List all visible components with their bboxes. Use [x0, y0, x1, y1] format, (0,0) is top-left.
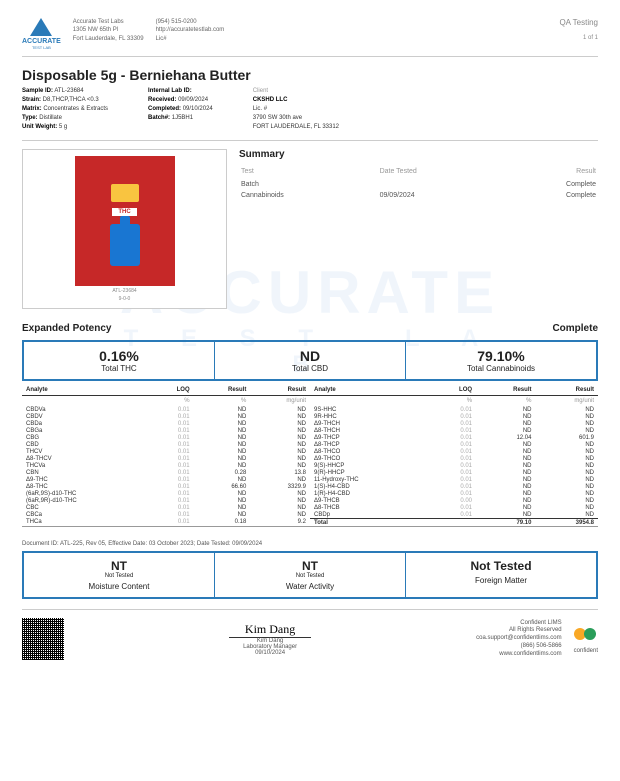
signature-block: Kim Dang Kim Dang Laboratory Manager 09/… [76, 622, 464, 656]
signature: Kim Dang [229, 622, 311, 638]
company-phone: (954) 515-0200 [156, 18, 225, 26]
product-cart [110, 224, 140, 266]
conf-l3: coa.support@confidentlims.com [476, 635, 561, 643]
conf-l5: www.confidentlims.com [476, 651, 561, 659]
section-status: Complete [552, 323, 598, 334]
report-title: Disposable 5g - Berniehana Butter [22, 67, 598, 83]
company-lic: Lic# [156, 35, 225, 43]
company-addr2: Fort Lauderdale, FL 33309 [73, 35, 144, 43]
product-image: THC [75, 156, 175, 286]
analyte-table-right: AnalyteLOQResultResult%%mg/unit9S-HHC0.0… [310, 385, 598, 526]
product-photo: THC ATL-23684 9-0-0 [22, 149, 227, 309]
logo-icon [30, 18, 52, 36]
meta-block: Sample ID: ATL-23684Strain: D8,THCP,THCA… [22, 87, 598, 141]
photo-caption1: ATL-23684 [112, 288, 136, 294]
confident-logo-block: confident [574, 624, 598, 654]
conf-l1: Confident LIMS [476, 620, 561, 628]
photo-caption2: 9-0-0 [119, 296, 131, 302]
confident-logo-icon [574, 624, 598, 648]
not-tested-row: NTNot TestedMoisture ContentNTNot Tested… [22, 551, 598, 599]
conf-l4: (866) 506-5866 [476, 643, 561, 651]
confident-brand: confident [574, 648, 598, 654]
meta-col-3: ClientCKSHD LLCLic. #3790 SW 30th aveFOR… [253, 87, 339, 132]
company-name: Accurate Test Labs [73, 18, 144, 26]
section-head: Expanded Potency Complete [22, 323, 598, 334]
qa-label: QA Testing [559, 18, 598, 27]
totals-row: 0.16%Total THCNDTotal CBD79.10%Total Can… [22, 340, 598, 381]
meta-col-2: Internal Lab ID: Received: 09/09/2024Com… [148, 87, 213, 132]
sig-date: 09/10/2024 [76, 650, 464, 656]
page-count: 1 of 1 [559, 35, 598, 41]
company-addr: Accurate Test Labs 1305 NW 65th Pl Fort … [73, 18, 144, 43]
company-contact: (954) 515-0200 http://accuratetestlab.co… [156, 18, 225, 43]
confident-block: Confident LIMS All Rights Reserved coa.s… [476, 620, 561, 659]
product-top [111, 184, 139, 202]
summary-title: Summary [239, 149, 598, 160]
header-right: QA Testing 1 of 1 [559, 18, 598, 41]
company-addr1: 1305 NW 65th Pl [73, 26, 144, 34]
conf-l2: All Rights Reserved [476, 627, 561, 635]
header: ACCURATE TEST LAB Accurate Test Labs 130… [22, 18, 598, 57]
qr-code [22, 618, 64, 660]
summary: Summary TestDate TestedResult BatchCompl… [239, 149, 598, 309]
logo: ACCURATE TEST LAB [22, 18, 61, 50]
document-id: Document ID: ATL-225, Rev 05, Effective … [22, 541, 598, 547]
footer: Kim Dang Kim Dang Laboratory Manager 09/… [22, 609, 598, 660]
logo-sub: TEST LAB [32, 45, 51, 50]
photo-summary-row: THC ATL-23684 9-0-0 Summary TestDate Tes… [22, 149, 598, 309]
logo-text: ACCURATE [22, 38, 61, 45]
company-web: http://accuratetestlab.com [156, 26, 225, 34]
meta-col-1: Sample ID: ATL-23684Strain: D8,THCP,THCA… [22, 87, 108, 132]
thc-label: THC [112, 208, 136, 216]
section-name: Expanded Potency [22, 323, 111, 334]
summary-table: TestDate TestedResult BatchCompleteCanna… [239, 166, 598, 202]
analyte-table-left: AnalyteLOQResultResult%%mg/unitCBDVa0.01… [22, 385, 310, 526]
analyte-tables: AnalyteLOQResultResult%%mg/unitCBDVa0.01… [22, 385, 598, 527]
